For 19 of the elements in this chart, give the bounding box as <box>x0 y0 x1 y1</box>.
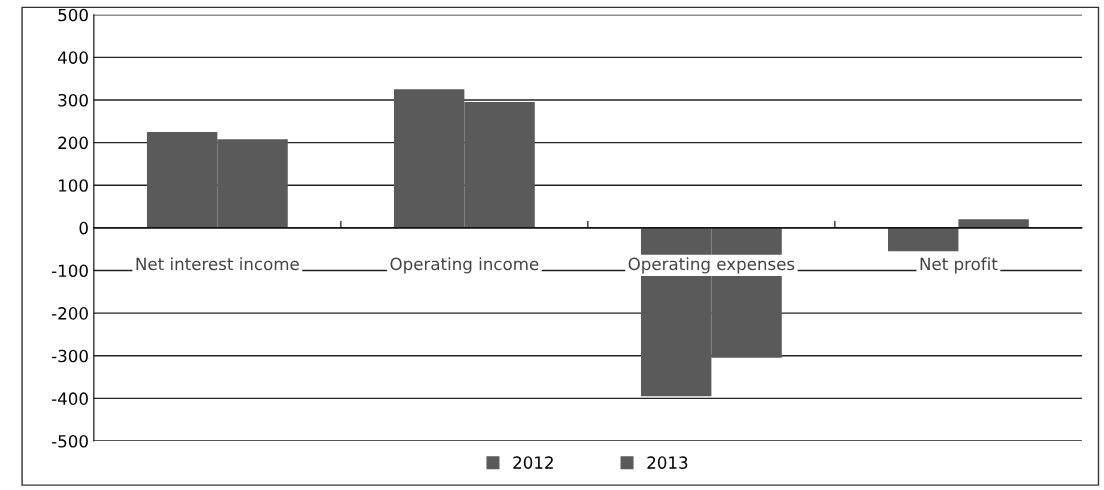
y-tick-label: -500 <box>51 434 88 448</box>
legend-label: 2012 <box>513 456 553 469</box>
y-tick-label: 400 <box>57 51 88 64</box>
y-tick-label: 200 <box>58 136 88 150</box>
y-tick-label: 0 <box>79 221 88 235</box>
x-tick-label: Operating expenses <box>628 257 795 274</box>
y-tick-label: -400 <box>51 392 88 405</box>
y-tick-label: 500 <box>58 8 88 22</box>
bar <box>958 219 1029 228</box>
y-tick-label: 300 <box>58 93 88 107</box>
y-tick-label: -300 <box>51 349 88 363</box>
x-tick-label: Operating income <box>390 257 539 274</box>
y-tick-label: -200 <box>51 307 88 320</box>
y-tick-label: -100 <box>51 264 88 278</box>
x-tick-label: Net profit <box>920 257 998 274</box>
bar <box>888 227 959 252</box>
x-tick-label: Net interest income <box>136 257 299 271</box>
y-tick-label: 100 <box>59 179 88 192</box>
legend-label: 2013 <box>647 456 688 469</box>
